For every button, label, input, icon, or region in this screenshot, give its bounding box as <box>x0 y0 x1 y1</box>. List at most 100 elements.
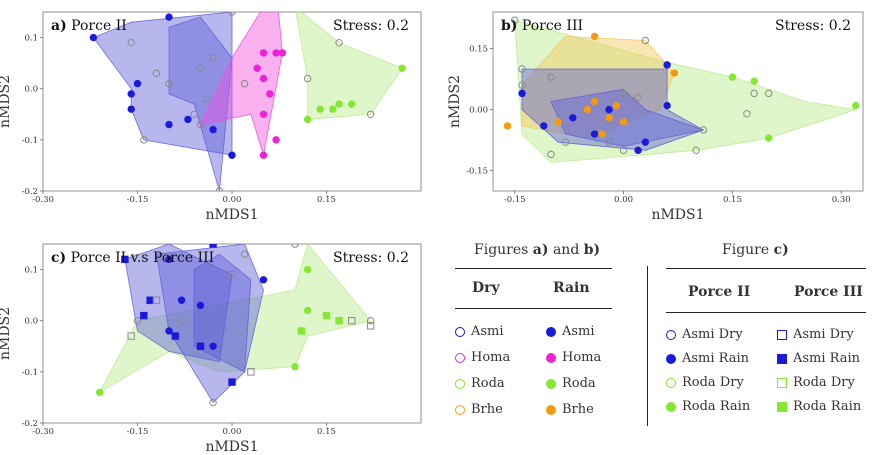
square-roda-rain-11 <box>322 311 331 320</box>
point-asmi-rain-6 <box>590 130 599 138</box>
point-homa-rain-20 <box>272 49 280 57</box>
point-homa-rain-24 <box>266 90 274 98</box>
x-tick-label: -0.15 <box>504 195 526 205</box>
point-asmi-rain-4 <box>569 114 577 122</box>
y-axis-label: nMDS2 <box>0 75 13 128</box>
x-axis-label: nMDS1 <box>205 207 258 222</box>
filled-circle-marker <box>666 401 676 412</box>
x-tick-label: 0.15 <box>723 195 742 205</box>
point-asmi-rain-8 <box>634 146 642 155</box>
legend-c-rule-top <box>666 268 866 269</box>
y-tick-label: -0.15 <box>466 167 488 177</box>
point-asmi-rain-8 <box>228 151 236 159</box>
legend-ab-dry-roda: Roda <box>455 376 505 391</box>
point-roda-rain-37 <box>303 115 312 124</box>
legend-entry-label: Brhe <box>562 402 594 417</box>
point-asmi-dry-12 <box>196 64 205 72</box>
x-tick-label: 0.00 <box>223 195 242 205</box>
plot-content <box>89 4 406 191</box>
y-tick-label: -0.2 <box>22 187 38 197</box>
point-roda-rain-32 <box>398 64 406 72</box>
point-roda-rain-12 <box>291 363 299 371</box>
point-asmi-rain-2 <box>663 101 671 110</box>
point-asmi-rain-5 <box>165 120 173 129</box>
point-asmi-dry-13 <box>699 126 708 134</box>
legend-separator <box>647 266 648 426</box>
point-brhe-rain-17 <box>590 32 599 41</box>
point-asmi-dry-18 <box>215 187 224 191</box>
point-asmi-rain-3 <box>209 342 217 350</box>
panel-title-text: Porce II v.s Porce III <box>66 250 214 266</box>
point-asmi-rain-2 <box>133 79 142 88</box>
point-roda-rain-10 <box>303 265 312 274</box>
x-tick-label: 0.15 <box>317 195 336 205</box>
legend-c-rule-mid <box>666 312 866 313</box>
legend-entry-label: Homa <box>562 350 602 365</box>
point-asmi-rain-3 <box>605 105 613 114</box>
stress-label: Stress: 0.2 <box>333 250 409 266</box>
legend-ab-title-mid: and <box>548 242 584 258</box>
point-roda-dry-39 <box>335 38 343 47</box>
open-circle-marker <box>455 326 465 337</box>
legend-c-title: Figure c) <box>722 242 789 258</box>
point-asmi-dry-13 <box>209 54 217 62</box>
legend-c-porce2-roda-dry: Roda Dry <box>666 375 744 390</box>
panel-label: c) <box>51 250 66 266</box>
x-axis-label: nMDS1 <box>651 207 704 222</box>
point-asmi-rain-6 <box>184 115 192 124</box>
open-square-marker <box>777 329 787 340</box>
square-asmi-rain-3 <box>140 311 148 320</box>
point-brhe-rain-20 <box>612 101 621 110</box>
point-homa-rain-26 <box>259 151 268 159</box>
y-tick-label: -0.1 <box>22 136 38 146</box>
legend-ab-title-text: Figures <box>474 242 533 258</box>
x-tick-label: 0.30 <box>832 195 851 205</box>
y-axis-label: nMDS2 <box>447 75 463 128</box>
point-asmi-rain-2 <box>259 276 268 284</box>
point-roda-dry-38 <box>292 4 298 10</box>
legend-entry-label: Roda Rain <box>682 399 751 414</box>
point-roda-dry-36 <box>764 89 773 98</box>
point-asmi-dry-15 <box>140 136 148 144</box>
point-asmi-rain-4 <box>165 327 173 335</box>
point-brhe-rain-21 <box>583 105 592 114</box>
point-homa-rain-19 <box>259 49 268 57</box>
point-brhe-rain-18 <box>670 69 679 77</box>
legend-c-porce3-asmi-rain: Asmi Rain <box>777 351 860 366</box>
square-asmi-dry-9 <box>247 368 255 376</box>
point-asmi-dry-16 <box>619 146 628 155</box>
panel-label: b) <box>501 18 517 34</box>
x-tick-label: 0.00 <box>223 427 242 437</box>
point-asmi-rain-7 <box>209 125 217 134</box>
plot-content <box>503 16 860 163</box>
hull-asmi-1 <box>124 244 233 363</box>
plot-content <box>96 244 375 407</box>
filled-square-marker <box>777 401 787 412</box>
y-tick-label: 0.1 <box>24 34 38 44</box>
legend-ab-rule-top <box>455 268 612 269</box>
point-roda-dry-41 <box>303 74 312 83</box>
legend-ab-title: Figures a) and b) <box>474 242 600 258</box>
point-homa-dry-30 <box>203 95 211 103</box>
point-asmi-rain-0 <box>89 33 98 42</box>
point-asmi-rain-1 <box>518 89 526 98</box>
y-tick-label: 0.1 <box>24 266 38 276</box>
hull-roda-3 <box>295 12 403 120</box>
point-asmi-dry-7 <box>240 250 249 258</box>
point-brhe-dry-29 <box>641 36 650 45</box>
y-tick-label: -0.1 <box>22 368 38 378</box>
legend-entry-label: Asmi <box>471 324 504 339</box>
open-square-marker <box>777 377 787 388</box>
point-brhe-rain-24 <box>554 118 562 126</box>
open-circle-marker <box>455 404 465 415</box>
legend-ab-dry-asmi: Asmi <box>455 324 504 339</box>
panel-title-text: Porce II <box>67 18 127 34</box>
legend-entry-label: Roda Dry <box>682 375 744 390</box>
open-circle-marker <box>666 377 676 388</box>
square-asmi-dry-7 <box>152 296 161 304</box>
x-tick-label: 0.00 <box>614 195 633 205</box>
legend-figure-c: Figure c) Porce II Porce III Asmi Dry Asm… <box>660 232 873 455</box>
point-roda-dry-39 <box>547 150 555 159</box>
stress-label: Stress: 0.2 <box>775 18 851 34</box>
square-roda-dry-14 <box>348 317 356 325</box>
